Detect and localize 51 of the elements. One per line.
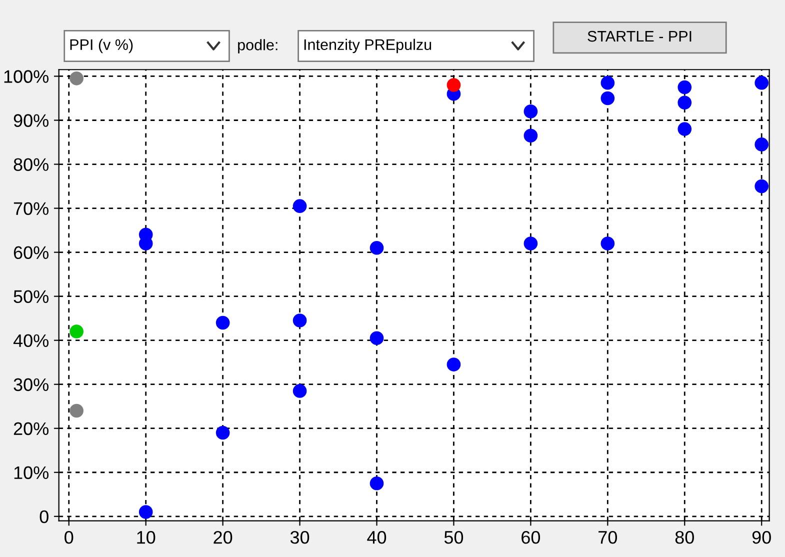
y-tick-label: 30%	[14, 378, 49, 392]
point	[292, 199, 307, 213]
x-tick-label: 10	[137, 530, 156, 544]
y-tick-label: 70%	[14, 202, 49, 215]
point	[754, 179, 769, 194]
x-tick-label: 70	[598, 530, 617, 544]
y-tick-label: 80%	[14, 158, 49, 171]
x-tick-label: 40	[367, 530, 386, 544]
point	[754, 138, 769, 152]
text: STARTLE - PPI	[588, 30, 692, 42]
point	[138, 505, 153, 519]
y-tick-label: 60%	[14, 246, 49, 260]
point	[524, 236, 538, 250]
point	[370, 331, 384, 346]
x-tick-label: 20	[214, 530, 232, 544]
x-tick-label: 0	[64, 530, 74, 544]
point	[70, 324, 84, 338]
point	[370, 240, 384, 255]
y-tick-label: 50%	[14, 290, 49, 304]
point	[370, 476, 384, 490]
text: PPI (v %)	[70, 38, 133, 54]
x-tick-label: 80	[675, 530, 694, 544]
text: podle:	[238, 39, 278, 54]
y-tick-label: 20%	[14, 422, 49, 436]
point	[446, 78, 461, 92]
y-tick-label: 0	[40, 510, 48, 524]
point	[600, 91, 615, 106]
x-tick-label: 30	[290, 530, 310, 544]
point	[292, 384, 307, 398]
point	[524, 128, 538, 143]
point	[216, 316, 230, 330]
point	[524, 104, 538, 118]
point	[678, 96, 692, 110]
text: Intenzity PREpulzu	[304, 38, 432, 54]
point	[678, 122, 692, 136]
point	[216, 426, 230, 440]
point	[292, 314, 307, 328]
y-tick-label: 100%	[4, 70, 49, 83]
point	[600, 236, 615, 250]
x-tick-label: 60	[522, 530, 540, 544]
point	[70, 404, 84, 418]
point	[678, 80, 692, 94]
y-tick-label: 40%	[13, 334, 49, 348]
point	[600, 76, 615, 90]
point	[70, 72, 84, 86]
x-tick-label: 50	[444, 530, 464, 544]
y-tick-label: 10%	[14, 466, 49, 480]
point	[446, 358, 461, 372]
y-tick-label: 90%	[14, 114, 49, 127]
x-tick-label: 90	[752, 530, 771, 544]
point	[754, 76, 769, 90]
